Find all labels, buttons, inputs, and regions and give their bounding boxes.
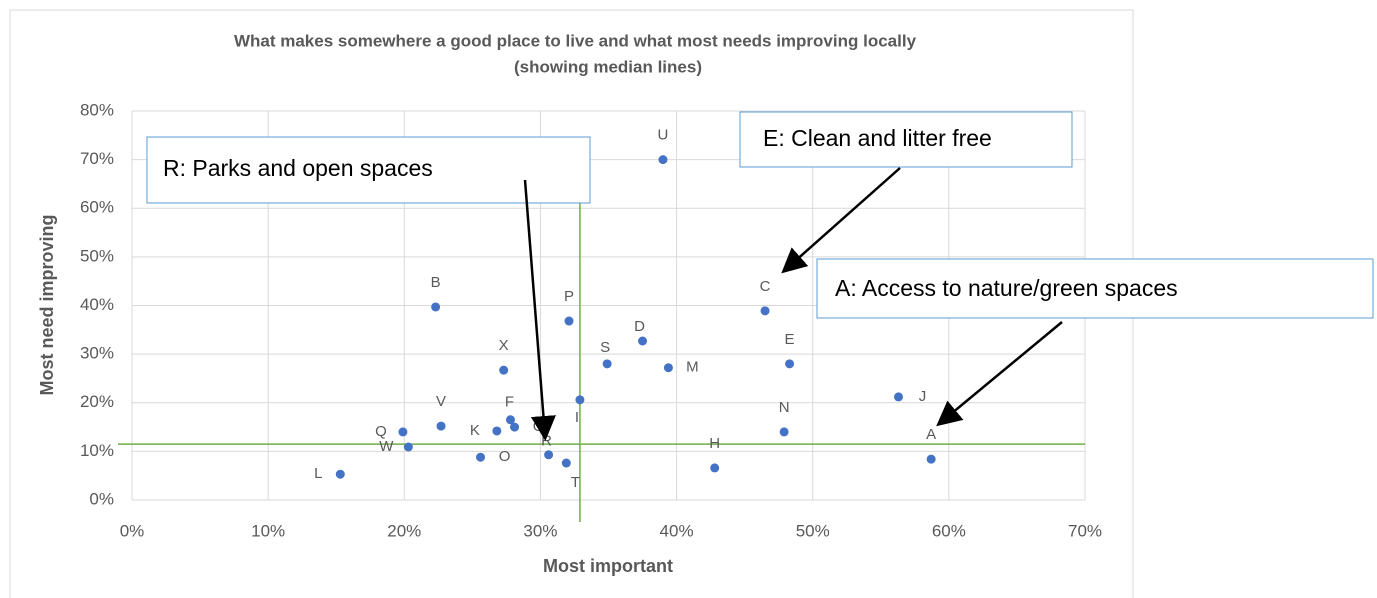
point-label: J [919, 388, 927, 405]
point-label: R [541, 433, 552, 450]
point [561, 458, 571, 468]
point-label: M [686, 359, 699, 376]
y-tick-label: 80% [80, 100, 114, 119]
point [575, 395, 585, 405]
x-tick-label: 70% [1068, 521, 1102, 540]
point-label: N [779, 399, 790, 416]
point [431, 302, 441, 312]
callout-text: R: Parks and open spaces [163, 155, 433, 181]
point-label: K [470, 422, 480, 439]
point [710, 463, 720, 473]
point-label: S [600, 339, 610, 356]
point-label: F [505, 394, 514, 411]
point [510, 422, 520, 432]
point-label: I [575, 409, 579, 426]
point [499, 365, 509, 375]
point-label: P [564, 288, 574, 305]
y-tick-label: 50% [80, 246, 114, 265]
point [403, 442, 413, 452]
callout-box [146, 136, 591, 204]
callout-arrow [781, 167, 901, 274]
point-label: A [926, 426, 936, 443]
callout-box [816, 258, 1374, 319]
point [398, 427, 408, 437]
point-label: H [709, 435, 720, 452]
point-label: X [499, 337, 509, 354]
point-label: D [634, 318, 645, 335]
x-tick-label: 20% [387, 521, 421, 540]
chart-title: What makes somewhere a good place to liv… [234, 31, 917, 50]
y-tick-label: 0% [89, 489, 114, 508]
y-tick-label: 20% [80, 392, 114, 411]
point [893, 392, 903, 402]
point [544, 450, 554, 460]
y-tick-label: 30% [80, 344, 114, 363]
y-tick-label: 60% [80, 198, 114, 217]
point-label: C [760, 278, 771, 295]
median-lines [118, 145, 1085, 522]
x-tick-label: 60% [932, 521, 966, 540]
point-label: T [571, 474, 580, 491]
point [638, 336, 648, 346]
point [505, 415, 515, 425]
point [785, 359, 795, 369]
x-axis-label: Most important [543, 556, 673, 576]
x-tick-label: 0% [120, 521, 145, 540]
point [926, 454, 936, 464]
point-label: L [314, 465, 322, 482]
point [779, 427, 789, 437]
x-tick-label: 50% [796, 521, 830, 540]
point [436, 421, 446, 431]
point-label: U [658, 127, 669, 144]
callout-box [739, 111, 1073, 168]
point-label: V [436, 393, 446, 410]
point-label: E [785, 331, 795, 348]
x-tick-label: 10% [251, 521, 285, 540]
point-label: O [499, 448, 511, 465]
chart-subtitle: (showing median lines) [514, 57, 702, 76]
point [335, 469, 345, 479]
point [663, 363, 673, 373]
y-tick-label: 10% [80, 441, 114, 460]
x-tick-label: 30% [523, 521, 557, 540]
y-tick-label: 40% [80, 295, 114, 314]
point [602, 359, 612, 369]
point-label: Q [375, 423, 387, 440]
point-label: W [379, 438, 394, 455]
point [492, 426, 502, 436]
callout-text: E: Clean and litter free [763, 125, 992, 151]
x-tick-label: 40% [660, 521, 694, 540]
callout-arrow [523, 179, 556, 441]
point [760, 306, 770, 316]
callout-text: A: Access to nature/green spaces [835, 275, 1178, 301]
y-tick-label: 70% [80, 149, 114, 168]
annotations: R: Parks and open spaces E: Clean and li… [146, 111, 1374, 441]
point [564, 316, 574, 326]
point [658, 155, 668, 165]
point [476, 452, 486, 462]
point-label: B [431, 274, 441, 291]
callout-arrow [936, 321, 1063, 427]
y-axis-label: Most need improving [37, 214, 57, 395]
